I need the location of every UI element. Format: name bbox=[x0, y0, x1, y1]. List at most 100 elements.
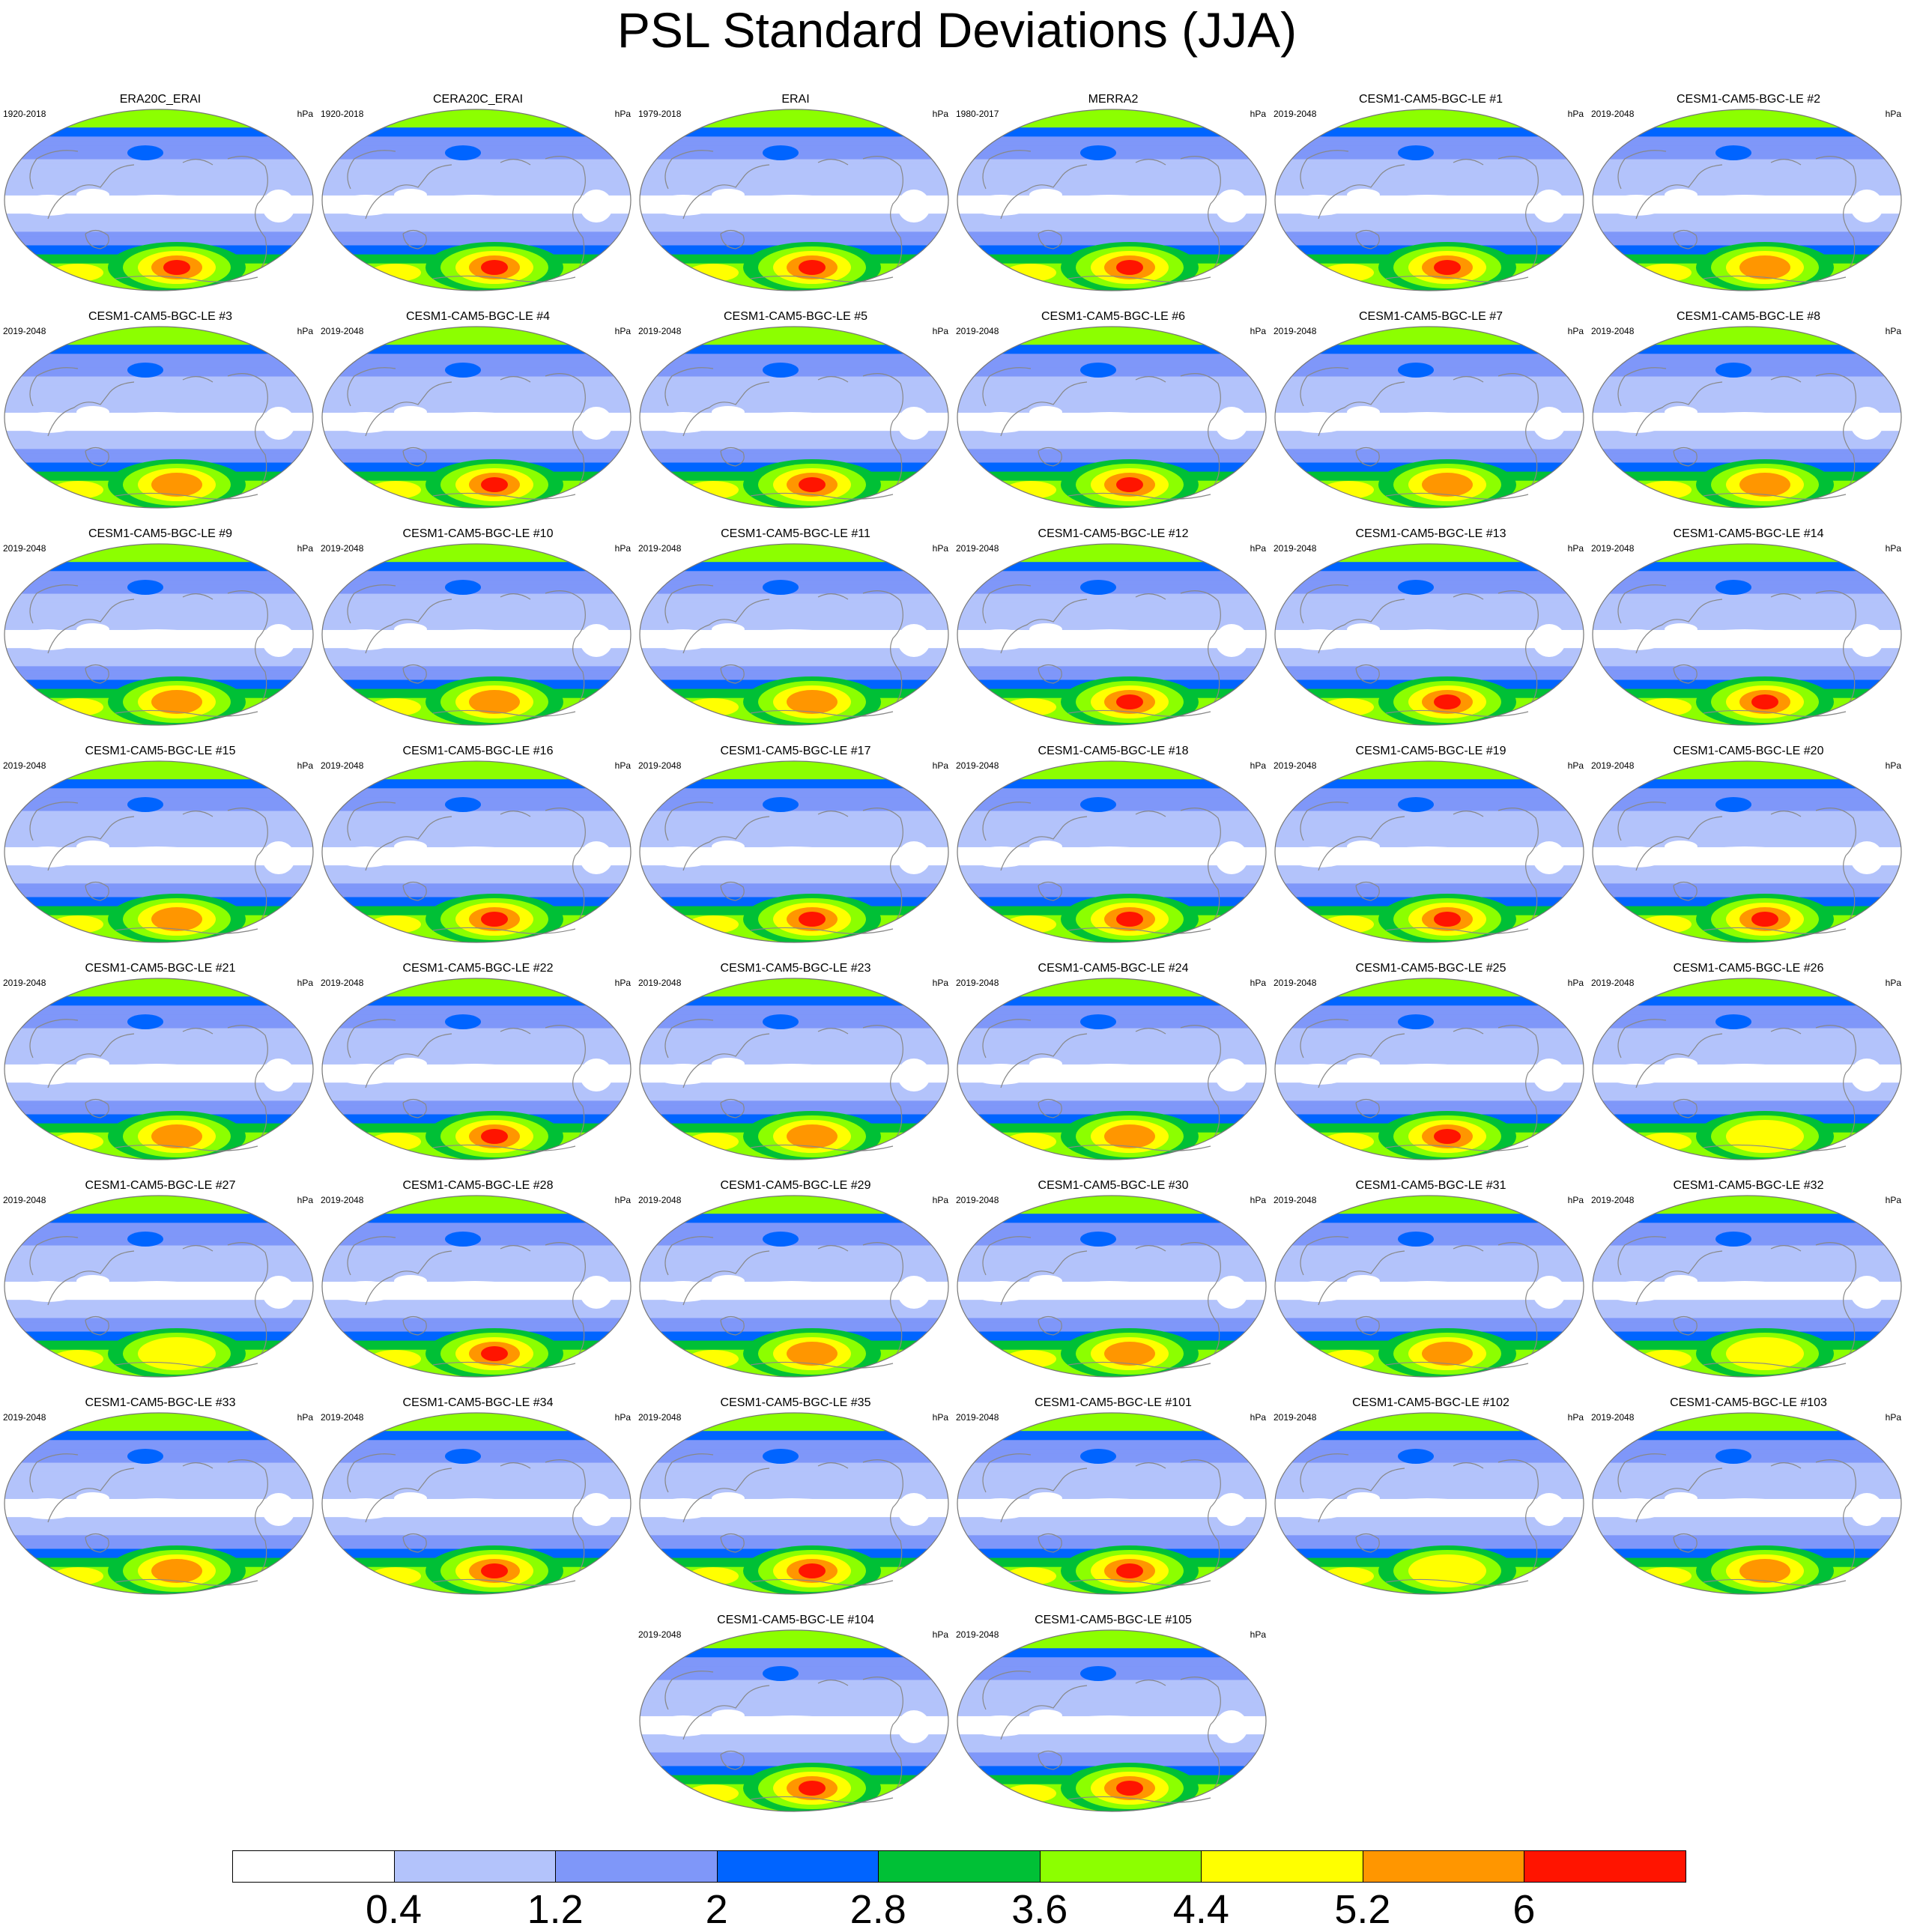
field-band bbox=[322, 453, 631, 459]
panel-title: CESM1-CAM5-BGC-LE #34 bbox=[402, 1396, 554, 1409]
low-variance-patch bbox=[1215, 1059, 1248, 1091]
field-band bbox=[1593, 620, 1901, 626]
panel-units: hPa bbox=[1567, 978, 1584, 988]
colorbar-tick-label: 6 bbox=[1512, 1887, 1536, 1932]
field-band bbox=[4, 788, 313, 794]
southern-maximum-contour bbox=[799, 1563, 826, 1578]
field-band bbox=[640, 1480, 948, 1486]
field-band bbox=[1593, 824, 1901, 830]
low-variance-patch bbox=[1029, 1492, 1062, 1504]
coastline bbox=[817, 376, 849, 383]
southern-maximum-contour bbox=[787, 1342, 838, 1366]
coastline bbox=[115, 1144, 258, 1151]
field-band bbox=[4, 1526, 313, 1532]
low-variance-patch bbox=[1215, 1493, 1248, 1526]
coastline bbox=[115, 492, 258, 500]
coastline bbox=[1067, 275, 1211, 282]
field-band bbox=[1593, 408, 1901, 414]
low-variance-patch bbox=[1850, 1493, 1883, 1526]
field-band bbox=[322, 345, 631, 351]
field-band bbox=[957, 222, 1266, 228]
field-band bbox=[957, 544, 1266, 550]
panel-title: CESM1-CAM5-BGC-LE #18 bbox=[1038, 745, 1189, 757]
field-band bbox=[322, 1091, 631, 1097]
field-band bbox=[957, 1050, 1266, 1056]
field-band bbox=[1593, 1295, 1901, 1301]
field-band bbox=[957, 1489, 1266, 1495]
field-band bbox=[1593, 1259, 1901, 1265]
low-variance-patch bbox=[653, 1281, 713, 1302]
field-band bbox=[640, 1535, 948, 1541]
north-pacific-maximum bbox=[445, 363, 481, 378]
field-band bbox=[4, 648, 313, 654]
field-band bbox=[4, 444, 313, 450]
panel-units: hPa bbox=[932, 326, 948, 336]
field-band bbox=[4, 340, 313, 346]
field-band bbox=[957, 1313, 1266, 1319]
field-band bbox=[957, 811, 1266, 817]
low-variance-patch bbox=[712, 189, 745, 201]
field-band bbox=[322, 616, 631, 622]
field-band bbox=[4, 870, 313, 876]
field-band bbox=[322, 1295, 631, 1301]
field-band bbox=[1275, 1227, 1584, 1233]
field-band bbox=[957, 625, 1266, 631]
field-band bbox=[4, 127, 313, 133]
field-band bbox=[957, 1227, 1266, 1233]
map-field bbox=[1592, 109, 1902, 291]
field-band bbox=[1275, 1087, 1584, 1093]
field-band bbox=[322, 394, 631, 400]
field-band bbox=[1275, 186, 1584, 192]
field-band bbox=[957, 1635, 1266, 1641]
low-variance-patch bbox=[1533, 841, 1566, 874]
field-band bbox=[640, 761, 948, 767]
coastline bbox=[182, 811, 213, 817]
field-band bbox=[1275, 544, 1584, 550]
map-field bbox=[4, 1412, 314, 1595]
field-band bbox=[4, 1010, 313, 1016]
north-pacific-maximum bbox=[763, 1232, 799, 1247]
coastline bbox=[682, 381, 770, 437]
panel-years: 2019-2048 bbox=[956, 1412, 999, 1423]
field-band bbox=[640, 1196, 948, 1202]
coastline bbox=[1180, 590, 1221, 703]
field-band bbox=[640, 1105, 948, 1111]
coastline bbox=[347, 802, 396, 841]
southern-maximum-contour bbox=[163, 260, 190, 275]
panel-title: CESM1-CAM5-BGC-LE #11 bbox=[721, 527, 870, 540]
field-band bbox=[4, 1440, 313, 1446]
map-field bbox=[957, 326, 1267, 509]
coastline bbox=[1318, 1250, 1405, 1306]
north-pacific-maximum bbox=[1715, 580, 1751, 595]
coastline bbox=[1355, 229, 1380, 249]
field-band bbox=[957, 1300, 1266, 1306]
coastline bbox=[1135, 1462, 1166, 1469]
field-band bbox=[322, 1223, 631, 1229]
low-variance-patch bbox=[1850, 841, 1883, 874]
field-band bbox=[1593, 766, 1901, 772]
field-band bbox=[1275, 358, 1584, 364]
field-band bbox=[957, 114, 1266, 120]
panel-years: 1920-2018 bbox=[3, 109, 46, 119]
field-band bbox=[4, 109, 313, 115]
field-band bbox=[322, 163, 631, 169]
field-band bbox=[1275, 1028, 1584, 1034]
field-band bbox=[1593, 992, 1901, 998]
coastline bbox=[1355, 1533, 1380, 1553]
field-band bbox=[4, 824, 313, 830]
field-band bbox=[1275, 1295, 1584, 1301]
field-band bbox=[322, 1259, 631, 1265]
low-variance-patch bbox=[653, 412, 713, 433]
coastline bbox=[664, 1019, 714, 1059]
southern-maximum-contour bbox=[1739, 255, 1790, 279]
coastline bbox=[432, 1578, 576, 1586]
field-band bbox=[1275, 1462, 1584, 1468]
panel-title: CESM1-CAM5-BGC-LE #105 bbox=[1035, 1614, 1192, 1626]
low-variance-patch bbox=[971, 629, 1031, 650]
field-band bbox=[957, 1196, 1266, 1202]
field-band bbox=[4, 1041, 313, 1047]
field-band bbox=[4, 652, 313, 658]
coastline bbox=[750, 275, 894, 282]
low-variance-patch bbox=[1288, 847, 1348, 867]
field-band bbox=[957, 236, 1266, 242]
